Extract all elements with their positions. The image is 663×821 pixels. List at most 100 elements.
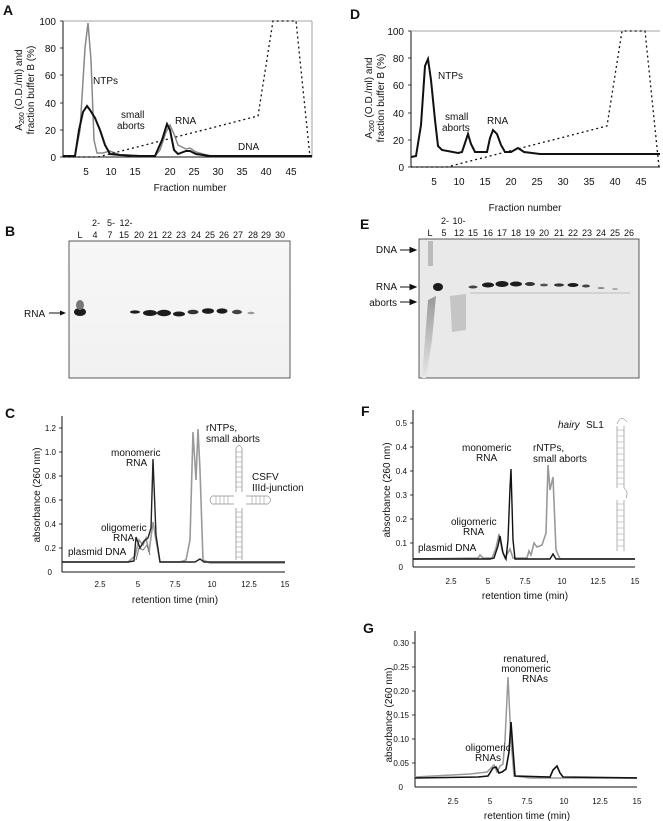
svg-text:22: 22 <box>162 230 172 240</box>
svg-text:oligomeric: oligomeric <box>451 517 497 528</box>
series-black <box>414 721 638 779</box>
svg-text:40: 40 <box>609 177 621 188</box>
svg-text:0: 0 <box>399 783 404 792</box>
svg-text:L: L <box>427 228 432 238</box>
series-gray <box>63 22 312 157</box>
svg-text:15: 15 <box>119 230 129 240</box>
svg-text:28: 28 <box>248 230 258 240</box>
svg-text:RNA: RNA <box>126 458 147 469</box>
svg-text:25: 25 <box>610 228 620 238</box>
svg-text:20: 20 <box>164 167 176 178</box>
svg-text:hairy: hairy <box>558 420 581 431</box>
svg-text:oligomeric: oligomeric <box>465 743 511 754</box>
svg-text:0.2: 0.2 <box>45 544 57 553</box>
svg-text:35: 35 <box>236 167 248 178</box>
svg-text:30: 30 <box>275 230 285 240</box>
svg-text:0.3: 0.3 <box>396 491 408 500</box>
svg-text:40: 40 <box>260 167 272 178</box>
svg-text:0.15: 0.15 <box>393 711 409 720</box>
x-tick-labels: 2.5 5 7.5 10 12.5 15 <box>445 577 640 586</box>
panel-label: E <box>360 216 369 232</box>
marker-labels: DNA RNA aborts <box>369 245 397 309</box>
x-tick-labels: 2.5 5 7.5 10 12.5 15 <box>447 797 642 806</box>
svg-text:12: 12 <box>454 228 464 238</box>
series-black <box>63 104 312 157</box>
tick-label: 80 <box>45 44 57 55</box>
svg-text:5: 5 <box>136 580 141 589</box>
tick-label: 100 <box>39 17 56 28</box>
svg-text:L: L <box>77 230 82 240</box>
panel-label: A <box>3 2 13 18</box>
svg-text:CSFV: CSFV <box>252 472 279 483</box>
svg-text:oligomeric: oligomeric <box>101 523 147 534</box>
panel-e: E 2- 10- L 5 12 15 16 17 18 19 20 21 22 … <box>360 216 640 379</box>
svg-text:RNA: RNA <box>113 533 134 544</box>
svg-text:RNAs: RNAs <box>475 753 501 764</box>
svg-text:0.4: 0.4 <box>396 467 408 476</box>
svg-text:2-: 2- <box>92 218 100 228</box>
svg-text:2.5: 2.5 <box>94 580 106 589</box>
panel-label: G <box>363 620 374 636</box>
svg-text:5: 5 <box>488 797 493 806</box>
svg-text:10: 10 <box>560 797 569 806</box>
svg-text:19: 19 <box>525 228 535 238</box>
y-axis-label: absorbance (260 nm) <box>32 447 43 542</box>
plot-frame <box>62 20 313 158</box>
svg-text:monomeric: monomeric <box>111 448 160 459</box>
marker-label: RNA <box>24 309 45 320</box>
svg-text:small: small <box>445 112 468 123</box>
svg-text:20: 20 <box>134 230 144 240</box>
svg-text:20: 20 <box>393 136 405 147</box>
series-black <box>413 468 635 562</box>
svg-text:10: 10 <box>208 580 217 589</box>
svg-text:80: 80 <box>393 54 405 65</box>
svg-text:20: 20 <box>505 177 517 188</box>
svg-text:23: 23 <box>176 230 186 240</box>
series-gray <box>412 464 635 560</box>
series-gray <box>414 676 637 779</box>
svg-text:0.05: 0.05 <box>393 759 409 768</box>
svg-text:5-: 5- <box>107 218 115 228</box>
y-axis-label: A260 (O.D./ml) and fraction buffer B (%) <box>364 54 387 143</box>
svg-text:NTPs: NTPs <box>93 76 118 87</box>
svg-text:0: 0 <box>398 163 404 174</box>
svg-text:0.1: 0.1 <box>396 539 408 548</box>
gel-bands <box>422 241 630 378</box>
svg-text:5: 5 <box>486 577 491 586</box>
panel-label: D <box>350 6 360 22</box>
y-ticks <box>60 20 63 158</box>
svg-text:15: 15 <box>281 580 290 589</box>
svg-text:7.5: 7.5 <box>519 577 531 586</box>
series-gray-band <box>135 543 151 561</box>
svg-text:plasmid DNA: plasmid DNA <box>68 547 127 558</box>
x-tick-labels: 2.5 5 7.5 10 12.5 15 <box>94 580 290 589</box>
svg-text:15: 15 <box>468 228 478 238</box>
svg-text:0.10: 0.10 <box>393 735 409 744</box>
svg-text:16: 16 <box>483 228 493 238</box>
y-tick-labels: 0 0.05 0.10 0.15 0.20 0.25 0.30 <box>393 639 409 792</box>
svg-text:12.5: 12.5 <box>592 797 608 806</box>
svg-text:5: 5 <box>431 177 437 188</box>
x-tick-labels: 5 10 15 20 25 30 35 40 45 <box>431 177 647 188</box>
annotations: renatured, monomeric RNAs oligomeric RNA… <box>465 654 551 764</box>
svg-text:24: 24 <box>191 230 201 240</box>
svg-text:aborts: aborts <box>442 123 470 134</box>
y-ticks <box>412 642 415 764</box>
svg-text:renatured,: renatured, <box>503 654 549 665</box>
lane-labels: 2- 5- 12- L 4 7 15 20 21 22 23 24 25 26 … <box>77 218 285 240</box>
svg-text:small aborts: small aborts <box>206 434 260 445</box>
svg-text:0.6: 0.6 <box>45 496 57 505</box>
y-ticks <box>59 427 62 549</box>
svg-text:12-: 12- <box>119 218 132 228</box>
y-ticks <box>410 422 413 544</box>
arrow-icon <box>49 310 66 316</box>
series-a260 <box>410 55 660 158</box>
panel-label: F <box>361 403 370 419</box>
svg-text:15: 15 <box>633 797 642 806</box>
panel-c: C 0 0.2 0.4 0.6 0.8 1.0 1.2 2.5 5 7.5 10… <box>5 405 304 606</box>
annotations: monomeric RNA oligomeric RNA plasmid DNA… <box>68 423 304 558</box>
x-axis-label: Fraction number <box>154 183 227 194</box>
y-tick-labels: 0 0.1 0.2 0.3 0.4 0.4 0.5 <box>396 419 408 572</box>
gel-image <box>68 240 291 379</box>
x-axis-label: Fraction number <box>489 203 562 214</box>
